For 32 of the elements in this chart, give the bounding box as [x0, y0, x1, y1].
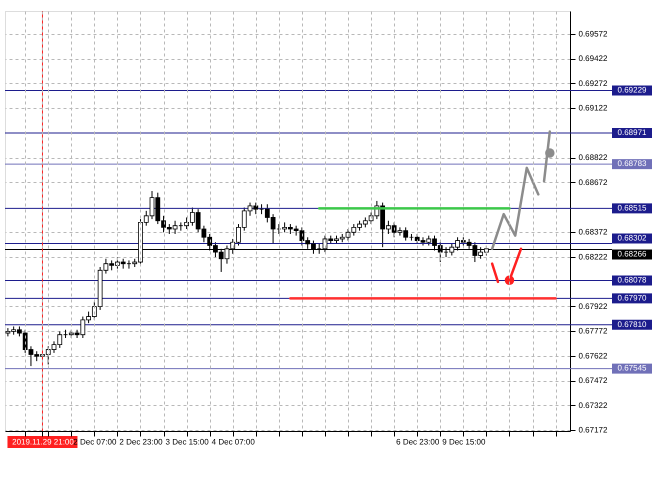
x-tick-label: 3 Dec 15:00	[166, 438, 210, 446]
line-series	[490, 166, 540, 250]
y-tick-label: 0.69422	[578, 54, 608, 64]
ref-line-label: 0.67810	[618, 320, 648, 329]
ref-line-label: 0.68515	[618, 203, 648, 212]
x-tick-label: 2 Dec 23:00	[119, 438, 164, 446]
ref-line-label: 0.67545	[618, 364, 648, 373]
y-tick-label: 0.67172	[578, 426, 608, 435]
x-tick-label: 2 Dec 07:00	[73, 438, 117, 446]
y-tick-label: 0.69572	[578, 29, 608, 38]
x-tick-label: 4 Dec 07:00	[212, 438, 256, 446]
y-tick-label: 0.68222	[578, 252, 608, 262]
ref-line-label: 0.68078	[618, 276, 648, 285]
y-tick-label: 0.67922	[578, 302, 608, 311]
ref-line-label: 0.68971	[618, 128, 648, 138]
y-tick-label: 0.68822	[578, 153, 608, 162]
x-tick-label: 9 Dec 15:00	[442, 438, 486, 446]
y-tick-label: 0.67322	[578, 400, 608, 410]
ref-line-label: 0.68783	[618, 159, 648, 168]
ref-line-label: 0.68266	[618, 249, 648, 258]
y-tick-label: 0.67772	[578, 326, 608, 336]
y-tick-label: 0.68372	[578, 227, 608, 236]
x-tick-label: 6 Dec 23:00	[396, 438, 440, 446]
x-tick-label: 2019.11.29 21:00	[12, 438, 74, 446]
ref-line-label: 0.68302	[618, 234, 648, 243]
y-tick-label: 0.69272	[578, 78, 608, 88]
y-tick-label: 0.68672	[578, 178, 608, 187]
ref-line-label: 0.67970	[618, 293, 648, 302]
y-tick-label: 0.69122	[578, 104, 608, 113]
y-tick-label: 0.67472	[578, 376, 608, 386]
ref-line-label: 0.69229	[618, 85, 648, 94]
y-tick-label: 0.67622	[578, 351, 608, 360]
